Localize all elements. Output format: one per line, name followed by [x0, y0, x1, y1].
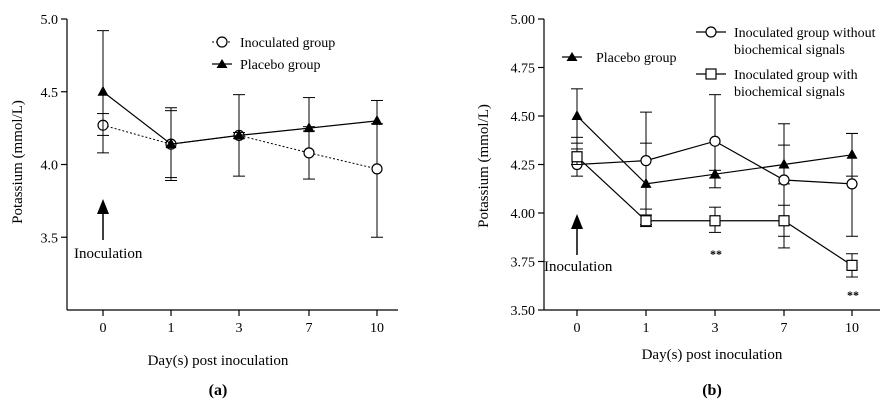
panel-b-legend-with-label-line1: Inoculated group with: [734, 68, 858, 83]
panel-a-legend-inoculated-label: Inoculated group: [240, 36, 335, 51]
panel-b-legend-placebo-label: Placebo group: [596, 51, 676, 66]
panel-b-y-axis-title: Potassium (mmol/L): [476, 104, 492, 228]
a-y-tick-label: 4.5: [41, 86, 59, 101]
panel-a-axes: 3.5 4.0 4.5 5.0 0 1 3 7 10: [41, 13, 399, 336]
panel-b: 3.50 3.75 4.00 4.25 4.50 4.75 5.00 0 1 3 7 10 Potas…: [476, 13, 880, 399]
a-series-filled-triangle-point: [98, 86, 109, 96]
a-y-tick-label: 5.0: [41, 13, 59, 28]
b-y-tick-label: 4.00: [511, 207, 536, 222]
a-x-tick-label: 1: [168, 321, 175, 336]
a-x-tick-label: 3: [236, 321, 243, 336]
panel-b-label: (b): [702, 382, 722, 399]
panel-b-legend-with-marker: [706, 69, 716, 79]
panel-b-axes: 3.50 3.75 4.00 4.25 4.50 4.75 5.00 0 1 3 7 10: [511, 13, 881, 336]
b-y-tick-label: 3.50: [511, 304, 536, 319]
panel-a-x-axis-title: Day(s) post inoculation: [148, 353, 289, 369]
a-series-filled-triangle-point: [372, 115, 383, 125]
panel-b-legend: Placebo group Inoculated group without b…: [562, 26, 879, 100]
b-y-tick-label: 4.50: [511, 110, 536, 125]
panel-b-legend-without-marker: [706, 27, 716, 37]
panel-a: 3.5 4.0 4.5 5.0 0 1 3 7 10 Potassium (mmol/L) Da…: [10, 13, 398, 399]
b-series-open-square-point: [710, 216, 720, 226]
a-y-tick-label: 4.0: [41, 159, 59, 174]
panel-b-legend-without-label: Inoculated group without biochemical sig…: [734, 26, 879, 58]
b-y-tick-label: 4.25: [511, 159, 536, 174]
panel-b-legend-with-label-line2: biochemical signals: [734, 85, 845, 100]
b-inoculation-arrow-head: [571, 214, 583, 229]
b-y-tick-label: 3.75: [511, 256, 536, 271]
b-series-open-square-point: [779, 216, 789, 226]
a-inoculation-arrow-head: [97, 199, 109, 214]
panel-a-legend: Inoculated group Placebo group: [212, 36, 335, 73]
a-series-open-circle-point: [372, 164, 382, 174]
b-x-tick-label: 10: [845, 321, 859, 336]
b-series-filled-triangle-point: [572, 110, 583, 120]
panel-a-legend-inoculated-marker: [217, 37, 227, 47]
a-series-open-circle-point: [304, 148, 314, 158]
panel-a-y-axis-title: Potassium (mmol/L): [10, 100, 26, 224]
a-y-tick-label: 3.5: [41, 231, 59, 246]
panel-b-significance-day3: **: [710, 247, 722, 261]
b-series-open-square-point: [572, 152, 582, 162]
b-y-tick-label: 5.00: [511, 13, 536, 28]
panel-b-x-axis-title: Day(s) post inoculation: [642, 347, 783, 363]
panel-b-inoculation-label: Inoculation: [544, 259, 613, 275]
b-x-tick-label: 0: [574, 321, 581, 336]
panel-b-legend-without-label-line2: biochemical signals: [734, 43, 845, 58]
a-x-tick-label: 7: [306, 321, 313, 336]
panel-a-inoculation-label: Inoculation: [74, 246, 143, 262]
b-series-open-square-point: [847, 260, 857, 270]
b-series-open-square-point: [641, 216, 651, 226]
b-x-tick-label: 1: [643, 321, 650, 336]
panel-b-significance-day10: **: [847, 288, 859, 302]
panel-a-label: (a): [209, 382, 228, 399]
panel-b-legend-with-label: Inoculated group with biochemical signal…: [734, 68, 861, 100]
b-series-open-circle-point: [779, 175, 789, 185]
b-series-open-circle-point: [710, 136, 720, 146]
b-series-open-circle-point: [847, 179, 857, 189]
b-series-open-circle-point: [641, 156, 651, 166]
panel-b-legend-without-label-line1: Inoculated group without: [734, 26, 876, 41]
b-y-tick-label: 4.75: [511, 62, 536, 77]
a-x-tick-label: 10: [370, 321, 384, 336]
panel-a-legend-placebo-label: Placebo group: [240, 58, 320, 73]
b-x-tick-label: 7: [781, 321, 788, 336]
b-x-tick-label: 3: [712, 321, 719, 336]
a-x-tick-label: 0: [100, 321, 107, 336]
